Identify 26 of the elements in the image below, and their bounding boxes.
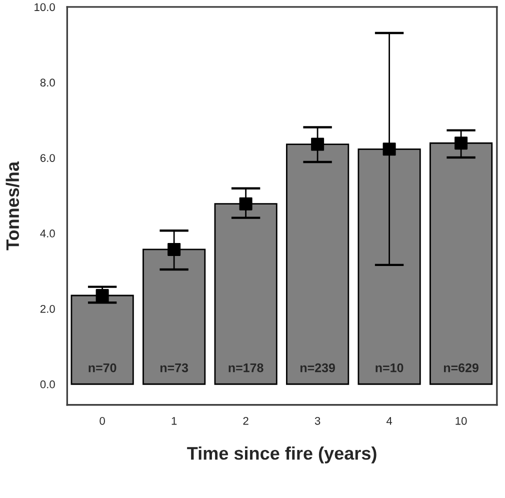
point — [311, 138, 324, 151]
y-axis-title: Tonnes/ha — [6, 161, 20, 250]
x-tick-label: 10 — [456, 416, 467, 425]
y-tick-label: 10.0 — [34, 3, 55, 12]
annotation: n=629 — [444, 363, 478, 372]
point — [454, 136, 468, 150]
y-tick-label: 0.0 — [40, 380, 55, 388]
annotation: n=178 — [228, 363, 264, 372]
x-tick-label: 4 — [386, 417, 392, 425]
x-tick-label: 3 — [314, 416, 320, 425]
point — [168, 242, 181, 256]
x-axis-title: Time since fire (years) — [187, 446, 376, 464]
annotation: n=73 — [160, 363, 188, 372]
point — [239, 197, 252, 210]
x-tick-label: 1 — [172, 417, 177, 425]
x-tick-label: 0 — [100, 416, 105, 425]
y-tick-label: 6.0 — [40, 154, 55, 162]
point — [382, 142, 396, 156]
y-tick-label: 8.0 — [40, 78, 55, 87]
x-tick-label: 2 — [243, 416, 248, 425]
point — [96, 288, 109, 302]
annotation: n=10 — [376, 363, 404, 372]
annotation: n=239 — [300, 363, 335, 372]
y-tick-label: 4.0 — [40, 230, 55, 238]
y-tick-label: 2.0 — [40, 304, 55, 313]
annotation: n=70 — [88, 363, 116, 372]
